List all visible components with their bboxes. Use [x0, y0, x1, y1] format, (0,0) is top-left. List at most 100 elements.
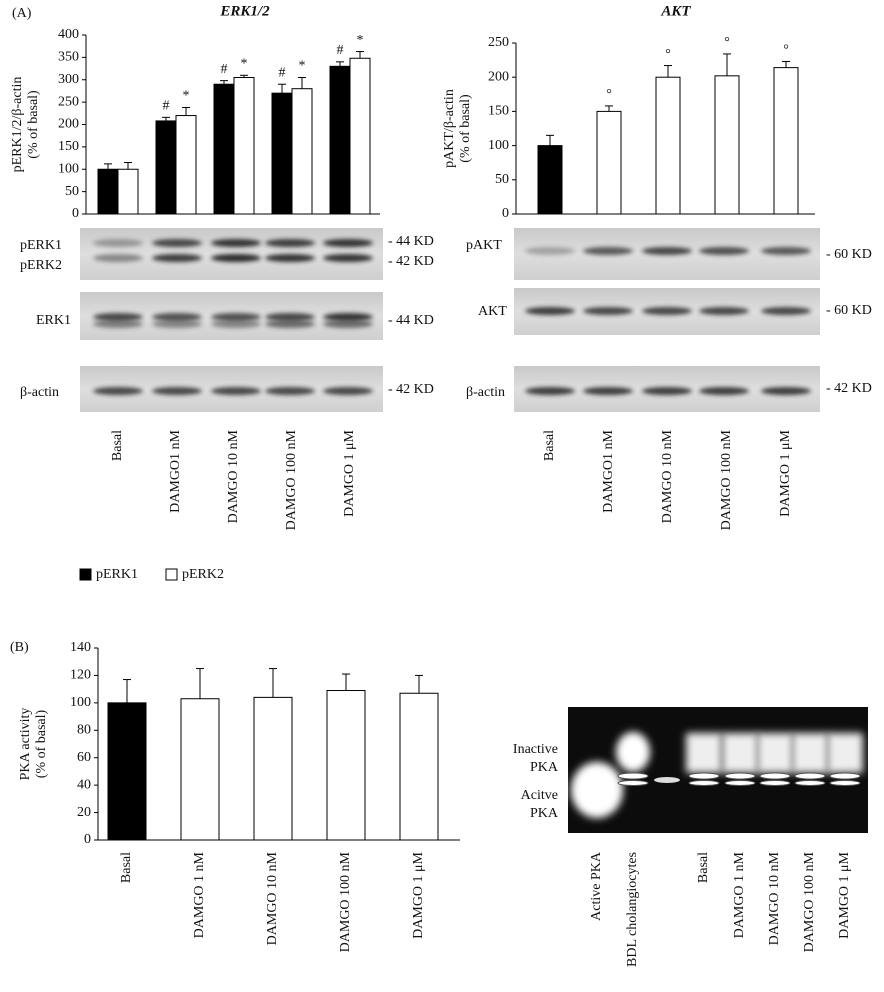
y-tick-label: 250 — [488, 35, 509, 50]
y-tick-label: 140 — [70, 640, 91, 655]
blot-band — [211, 239, 261, 247]
y-tick-label: 0 — [502, 206, 509, 221]
blot-band — [699, 307, 749, 315]
y-axis-label: (% of basal) — [34, 709, 49, 778]
error-bar — [605, 105, 613, 112]
error-bar — [298, 77, 306, 89]
blot-band — [152, 254, 202, 262]
gel-glow — [571, 762, 623, 818]
annotation: * — [183, 89, 190, 104]
blot-band — [93, 313, 143, 321]
gel-band — [829, 780, 861, 786]
error-bar — [240, 74, 248, 78]
blot-band — [583, 247, 633, 255]
annotation: ° — [724, 35, 730, 50]
lane-label: DAMGO 1 μM — [837, 851, 852, 938]
legend-swatch — [165, 568, 178, 581]
blot-band — [323, 239, 373, 247]
gel-band — [759, 772, 791, 780]
gel-glow — [792, 733, 828, 773]
error-bar — [162, 116, 170, 121]
gel-band-label: Inactive — [513, 742, 558, 757]
y-axis-label: (% of basal) — [26, 90, 41, 159]
error-bar — [278, 83, 286, 94]
blot-band — [152, 320, 202, 328]
gel-band — [794, 780, 826, 786]
error-bar — [342, 673, 350, 691]
x-tick-label: Basal — [110, 430, 125, 461]
bar — [329, 65, 351, 215]
error-bar — [336, 61, 344, 67]
blot-band — [152, 239, 202, 247]
blot-band — [583, 307, 633, 315]
blot-label: AKT — [478, 304, 507, 319]
blot-label: β-actin — [466, 385, 505, 400]
bar — [107, 702, 147, 841]
y-tick-label: 80 — [77, 723, 91, 738]
blot-band — [642, 247, 692, 255]
gel-band — [759, 780, 791, 786]
band-size: - 42 KD — [388, 382, 434, 397]
bar — [271, 92, 293, 215]
error-bar — [546, 134, 554, 146]
bar — [655, 76, 681, 215]
gel-glow — [757, 733, 793, 773]
y-tick-label: 60 — [77, 750, 91, 765]
blot-band — [761, 387, 811, 395]
bar — [537, 145, 563, 215]
band-size: - 42 KD — [388, 254, 434, 269]
bar — [213, 83, 235, 215]
blot-band — [152, 387, 202, 395]
y-axis-label: pERK1/2/β-actin — [10, 77, 25, 173]
blot-band — [323, 313, 373, 321]
y-tick-label: 40 — [77, 777, 91, 792]
gel-band — [688, 772, 720, 780]
blot-band — [93, 239, 143, 247]
annotation: # — [337, 43, 344, 58]
x-tick-label: DAMGO 100 nM — [719, 429, 734, 530]
annotation: ° — [783, 43, 789, 58]
gel-band — [654, 777, 680, 783]
x-tick-label: DAMGO 100 nM — [338, 851, 353, 952]
annotation: # — [279, 65, 286, 80]
x-tick-label: DAMGO 100 nM — [284, 429, 299, 530]
annotation: * — [299, 59, 306, 74]
blot-band — [323, 320, 373, 328]
x-tick-label: DAMGO 1 μM — [411, 851, 426, 938]
y-tick-label: 200 — [488, 69, 509, 84]
blot — [80, 228, 383, 280]
y-tick-label: 0 — [84, 832, 91, 847]
legend-label: pERK2 — [182, 567, 224, 582]
bar — [326, 690, 366, 841]
x-tick-label: DAMGO 10 nM — [265, 851, 280, 945]
lane-label: DAMGO 10 nM — [767, 851, 782, 945]
blot-band — [265, 313, 315, 321]
gel-band — [829, 772, 861, 780]
blot-band — [583, 387, 633, 395]
blot-band — [265, 254, 315, 262]
y-tick-label: 150 — [488, 104, 509, 119]
gel-band-label: PKA — [530, 760, 559, 775]
lane-label: BDL cholangiocytes — [625, 852, 640, 967]
bar — [97, 168, 119, 215]
band-size: - 60 KD — [826, 247, 872, 262]
blot-band — [761, 247, 811, 255]
error-bar — [196, 668, 204, 699]
lane-label: Active PKA — [589, 851, 604, 921]
gel-band — [724, 780, 756, 786]
gel-band — [724, 772, 756, 780]
blot-band — [211, 313, 261, 321]
error-bar — [182, 106, 190, 116]
x-tick-label: Basal — [119, 852, 134, 883]
blot-band — [642, 387, 692, 395]
annotation: # — [221, 62, 228, 77]
blot-band — [211, 254, 261, 262]
bar — [117, 168, 139, 215]
blot-band — [699, 387, 749, 395]
blot-label: ERK1 — [36, 313, 71, 328]
x-tick-label: DAMGO1 nM — [601, 429, 616, 512]
error-bar — [104, 163, 112, 170]
gel-band — [617, 772, 649, 780]
bar — [773, 67, 799, 215]
